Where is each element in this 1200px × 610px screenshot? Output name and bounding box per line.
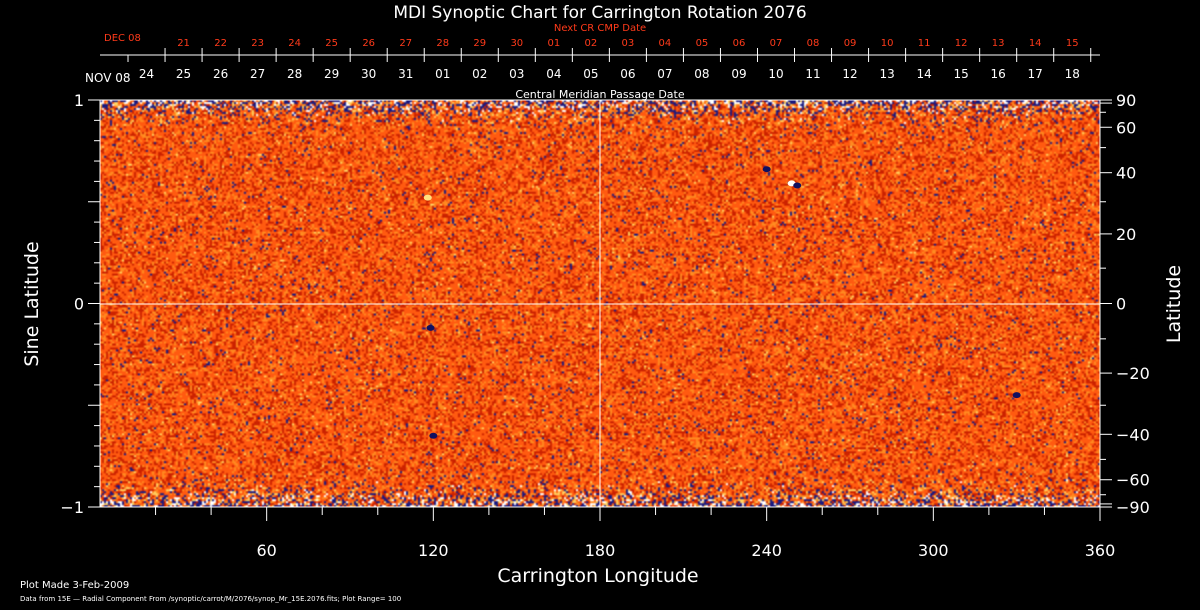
latitude-tick-label: 40 [1116, 164, 1136, 183]
next-cmp-ticks-date-label: 07 [770, 38, 783, 49]
latitude-tick-label: 90 [1116, 91, 1136, 110]
x-tick-label: 60 [256, 541, 276, 560]
cmp-ticks-date-label: 27 [250, 67, 265, 81]
next-cmp-ticks-date-label: 11 [918, 38, 931, 49]
y-left-tick-label: −1 [60, 498, 84, 517]
cmp-ticks-date-label: 24 [139, 67, 154, 81]
next-cmp-ticks-date-label: 26 [362, 38, 375, 49]
next-cmp-ticks-date-label: 06 [733, 38, 746, 49]
next-cmp-ticks-date-label: 02 [584, 38, 597, 49]
y-left-tick-label: 1 [74, 91, 84, 110]
active-region-4 [762, 166, 771, 173]
next-cmp-ticks-date-label: 29 [473, 38, 486, 49]
y-axis-right-label: Latitude [1163, 265, 1185, 343]
next-cmp-ticks-date-label: 03 [622, 38, 635, 49]
cmp-axis-label: Central Meridian Passage Date [515, 88, 684, 101]
x-tick-label: 300 [918, 541, 949, 560]
latitude-tick-label: 20 [1116, 225, 1136, 244]
y-axis-left-label: Sine Latitude [21, 241, 43, 366]
x-axis-label: Carrington Longitude [497, 565, 698, 587]
cmp-ticks-date-label: 05 [583, 67, 598, 81]
cmp-ticks-date-label: 28 [287, 67, 302, 81]
cmp-ticks-date-label: 09 [731, 67, 746, 81]
latitude-tick-label: −20 [1116, 364, 1150, 383]
next-cmp-ticks-date-label: 12 [955, 38, 968, 49]
next-cmp-ticks-date-label: 09 [844, 38, 857, 49]
cmp-ticks-date-label: 18 [1065, 67, 1080, 81]
next-cmp-ticks-date-label: 21 [177, 38, 190, 49]
cmp-ticks-date-label: 04 [546, 67, 561, 81]
next-cmp-start-label: DEC 08 [104, 33, 141, 44]
chart-title: MDI Synoptic Chart for Carrington Rotati… [393, 3, 806, 23]
cmp-ticks: 18 17 16 15 14 13 12 11 10 09 08 07 06 05 04 03 02 01 31 30… [127, 55, 1092, 81]
next-cmp-ticks-date-label: 24 [288, 38, 301, 49]
next-cmp-ticks-date-label: 28 [436, 38, 449, 49]
next-cmp-ticks-date-label: 04 [659, 38, 672, 49]
cmp-ticks-date-label: 01 [435, 67, 450, 81]
next-cmp-ticks-date-label: 25 [325, 38, 338, 49]
latitude-tick-label: 60 [1116, 118, 1136, 137]
next-cmp-ticks-date-label: 10 [881, 38, 894, 49]
cmp-ticks-date-label: 10 [768, 67, 783, 81]
next-cmp-ticks-date-label: 13 [992, 38, 1005, 49]
next-cmp-ticks-date-label: 30 [510, 38, 523, 49]
x-tick-label: 360 [1085, 541, 1116, 560]
x-axis: 60 120 180 240 300 360 [155, 507, 1116, 560]
active-regions [423, 166, 1021, 439]
y-left-tick-label: 0 [74, 295, 84, 314]
active-region-0 [423, 194, 432, 201]
cmp-ticks-date-label: 31 [398, 67, 413, 81]
plot-made-text: Plot Made 3-Feb-2009 [20, 580, 129, 591]
cmp-ticks-date-label: 07 [657, 67, 672, 81]
active-region-5 [429, 432, 438, 439]
cmp-ticks-date-label: 14 [916, 67, 931, 81]
x-tick-label: 120 [418, 541, 449, 560]
y-axis-left: 1 0 −1 [60, 91, 100, 517]
y-axis-right: 90 60 40 20 0 −20 −40 −60 −90 [1100, 91, 1150, 517]
cmp-ticks-date-label: 25 [176, 67, 191, 81]
cmp-ticks-date-label: 15 [953, 67, 968, 81]
next-cmp-ticks-date-label: 05 [696, 38, 709, 49]
latitude-tick-label: 0 [1116, 295, 1126, 314]
x-tick-label: 240 [751, 541, 782, 560]
next-cmp-ticks-date-label: 08 [807, 38, 820, 49]
latitude-tick-label: −60 [1116, 471, 1150, 490]
cmp-ticks-date-label: 03 [509, 67, 524, 81]
cmp-ticks-date-label: 26 [213, 67, 228, 81]
latitude-tick-label: −40 [1116, 425, 1150, 444]
next-cmp-ticks-date-label: 01 [547, 38, 560, 49]
next-cmp-ticks-date-label: 14 [1029, 38, 1042, 49]
data-source-text: Data from 15E — Radial Component From /s… [20, 595, 401, 603]
next-cmp-ticks: 15 14 13 12 11 10 09 08 07 06 05 04 03 02 01 30 29 28 27 26… [164, 38, 1092, 55]
cmp-start-label: NOV 08 [85, 71, 131, 85]
cmp-ticks-date-label: 29 [324, 67, 339, 81]
x-tick-label: 180 [585, 541, 616, 560]
next-cmp-ticks-date-label: 23 [251, 38, 264, 49]
cmp-ticks-date-label: 16 [991, 67, 1006, 81]
cmp-ticks-date-label: 12 [842, 67, 857, 81]
cmp-ticks-date-label: 02 [472, 67, 487, 81]
cmp-ticks-date-label: 13 [879, 67, 894, 81]
cmp-ticks-date-label: 30 [361, 67, 376, 81]
active-region-3 [793, 182, 802, 189]
active-region-6 [1012, 392, 1021, 399]
next-cmp-axis-label: Next CR CMP Date [554, 23, 646, 34]
active-region-1 [426, 324, 435, 331]
latitude-tick-label: −90 [1116, 498, 1150, 517]
next-cmp-ticks-date-label: 22 [214, 38, 227, 49]
next-cmp-ticks-date-label: 15 [1066, 38, 1079, 49]
cmp-ticks-date-label: 06 [620, 67, 635, 81]
cmp-ticks-date-label: 17 [1028, 67, 1043, 81]
cmp-ticks-date-label: 11 [805, 67, 820, 81]
next-cmp-ticks-date-label: 27 [399, 38, 412, 49]
cmp-ticks-date-label: 08 [694, 67, 709, 81]
